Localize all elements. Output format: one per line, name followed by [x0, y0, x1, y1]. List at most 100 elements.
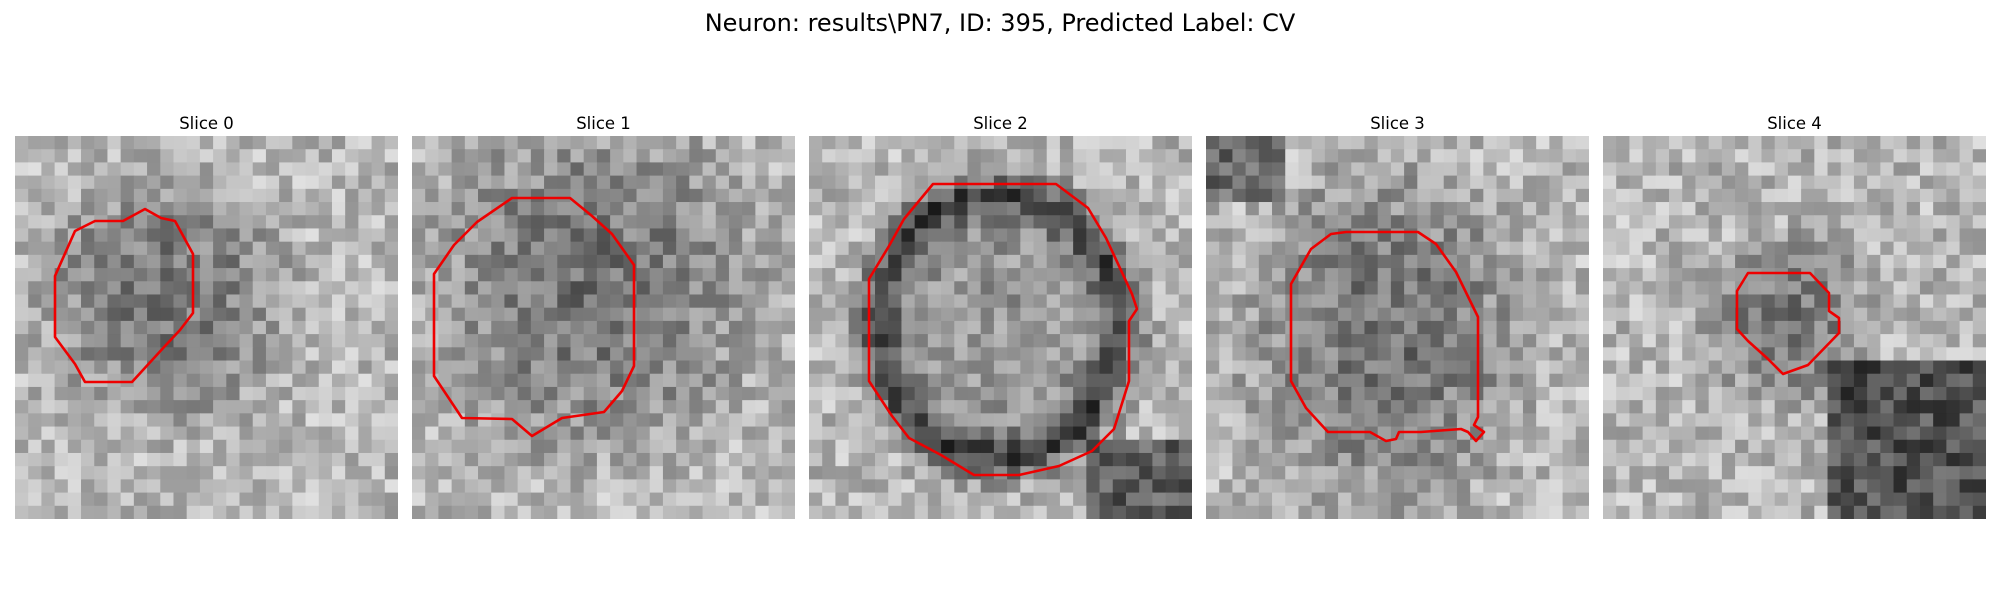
pixel-cell — [1840, 241, 1855, 256]
pixel-cell — [1483, 215, 1498, 230]
pixel-cell — [1298, 452, 1313, 467]
pixel-cell — [133, 320, 148, 335]
pixel-cell — [305, 162, 320, 177]
pixel-cell — [781, 360, 795, 375]
pixel-cell — [384, 320, 398, 335]
pixel-cell — [689, 479, 704, 494]
pixel-cell — [384, 136, 398, 150]
pixel-cell — [491, 175, 506, 190]
pixel-cell — [292, 360, 307, 375]
pixel-cell — [1165, 466, 1180, 480]
pixel-cell — [1655, 452, 1670, 467]
pixel-cell — [173, 439, 188, 454]
pixel-cell — [544, 149, 558, 164]
pixel-cell — [305, 320, 320, 335]
pixel-cell — [1245, 149, 1260, 164]
pixel-cell — [848, 479, 863, 494]
pixel-cell — [1311, 466, 1326, 480]
pixel-cell — [1377, 334, 1392, 348]
pixel-cell — [133, 492, 148, 507]
pixel-cell — [993, 241, 1008, 256]
pixel-cell — [1311, 254, 1326, 269]
pixel-cell — [888, 426, 903, 441]
pixel-cell — [1496, 360, 1511, 375]
pixel-cell — [1562, 386, 1577, 401]
pixel-cell — [1682, 426, 1697, 441]
pixel-cell — [967, 320, 982, 335]
pixel-cell — [1616, 215, 1631, 230]
pixel-cell — [517, 439, 532, 454]
pixel-cell — [147, 254, 161, 269]
pixel-cell — [1774, 307, 1789, 322]
pixel-cell — [213, 136, 227, 150]
pixel-cell — [1258, 320, 1273, 335]
pixel-cell — [292, 268, 307, 282]
pixel-cell — [742, 439, 756, 454]
pixel-cell — [570, 268, 585, 282]
pixel-cell — [1245, 162, 1260, 177]
pixel-cell — [1575, 413, 1589, 428]
pixel-cell — [1748, 400, 1763, 414]
pixel-cell — [927, 241, 942, 256]
pixel-cell — [809, 281, 823, 296]
pixel-cell — [1774, 320, 1789, 335]
pixel-cell — [1774, 149, 1789, 164]
pixel-cell — [1258, 136, 1273, 150]
pixel-cell — [1298, 439, 1313, 454]
pixel-cell — [1827, 175, 1842, 190]
pixel-cell — [1443, 479, 1458, 494]
pixel-cell — [1007, 268, 1021, 282]
pixel-cell — [1404, 281, 1418, 296]
pixel-cell — [1827, 347, 1842, 362]
pixel-cell — [848, 334, 863, 348]
pixel-cell — [1496, 215, 1511, 230]
pixel-cell — [715, 413, 730, 428]
pixel-cell — [781, 505, 795, 519]
pixel-cell — [927, 281, 942, 296]
pixel-cell — [901, 334, 916, 348]
pixel-cell — [1629, 466, 1644, 480]
pixel-cell — [848, 386, 863, 401]
pixel-cell — [1020, 215, 1035, 230]
pixel-cell — [1509, 294, 1524, 309]
pixel-cell — [491, 347, 506, 362]
pixel-cell — [1443, 492, 1458, 507]
pixel-cell — [1695, 452, 1710, 467]
pixel-cell — [1285, 400, 1300, 414]
pixel-cell — [265, 479, 280, 494]
pixel-cell — [967, 188, 982, 203]
pixel-cell — [557, 268, 572, 282]
pixel-cell — [1509, 188, 1524, 203]
pixel-cell — [1033, 373, 1048, 388]
pixel-cell — [1827, 505, 1842, 519]
pixel-cell — [742, 320, 756, 335]
pixel-cell — [888, 360, 903, 375]
pixel-cell — [1165, 413, 1180, 428]
pixel-cell — [239, 466, 254, 480]
pixel-cell — [1470, 452, 1484, 467]
pixel-cell — [1390, 149, 1405, 164]
pixel-cell — [504, 294, 519, 309]
pixel-cell — [1682, 268, 1697, 282]
pixel-cell — [133, 426, 148, 441]
pixel-cell — [1959, 479, 1974, 494]
pixel-cell — [1073, 479, 1087, 494]
pixel-cell — [173, 175, 188, 190]
pixel-cell — [768, 466, 783, 480]
pixel-cell — [41, 281, 56, 296]
pixel-cell — [28, 294, 43, 309]
pixel-cell — [1972, 452, 1986, 467]
pixel-cell — [1404, 215, 1418, 230]
pixel-cell — [517, 479, 532, 494]
pixel-cell — [305, 439, 320, 454]
pixel-cell — [1470, 175, 1484, 190]
pixel-cell — [1919, 241, 1934, 256]
pixel-cell — [1603, 466, 1617, 480]
pixel-cell — [1404, 347, 1418, 362]
pixel-cell — [954, 452, 969, 467]
pixel-cell — [848, 466, 863, 480]
pixel-cell — [1642, 360, 1657, 375]
pixel-cell — [28, 439, 43, 454]
pixel-cell — [1298, 188, 1313, 203]
pixel-cell — [954, 413, 969, 428]
